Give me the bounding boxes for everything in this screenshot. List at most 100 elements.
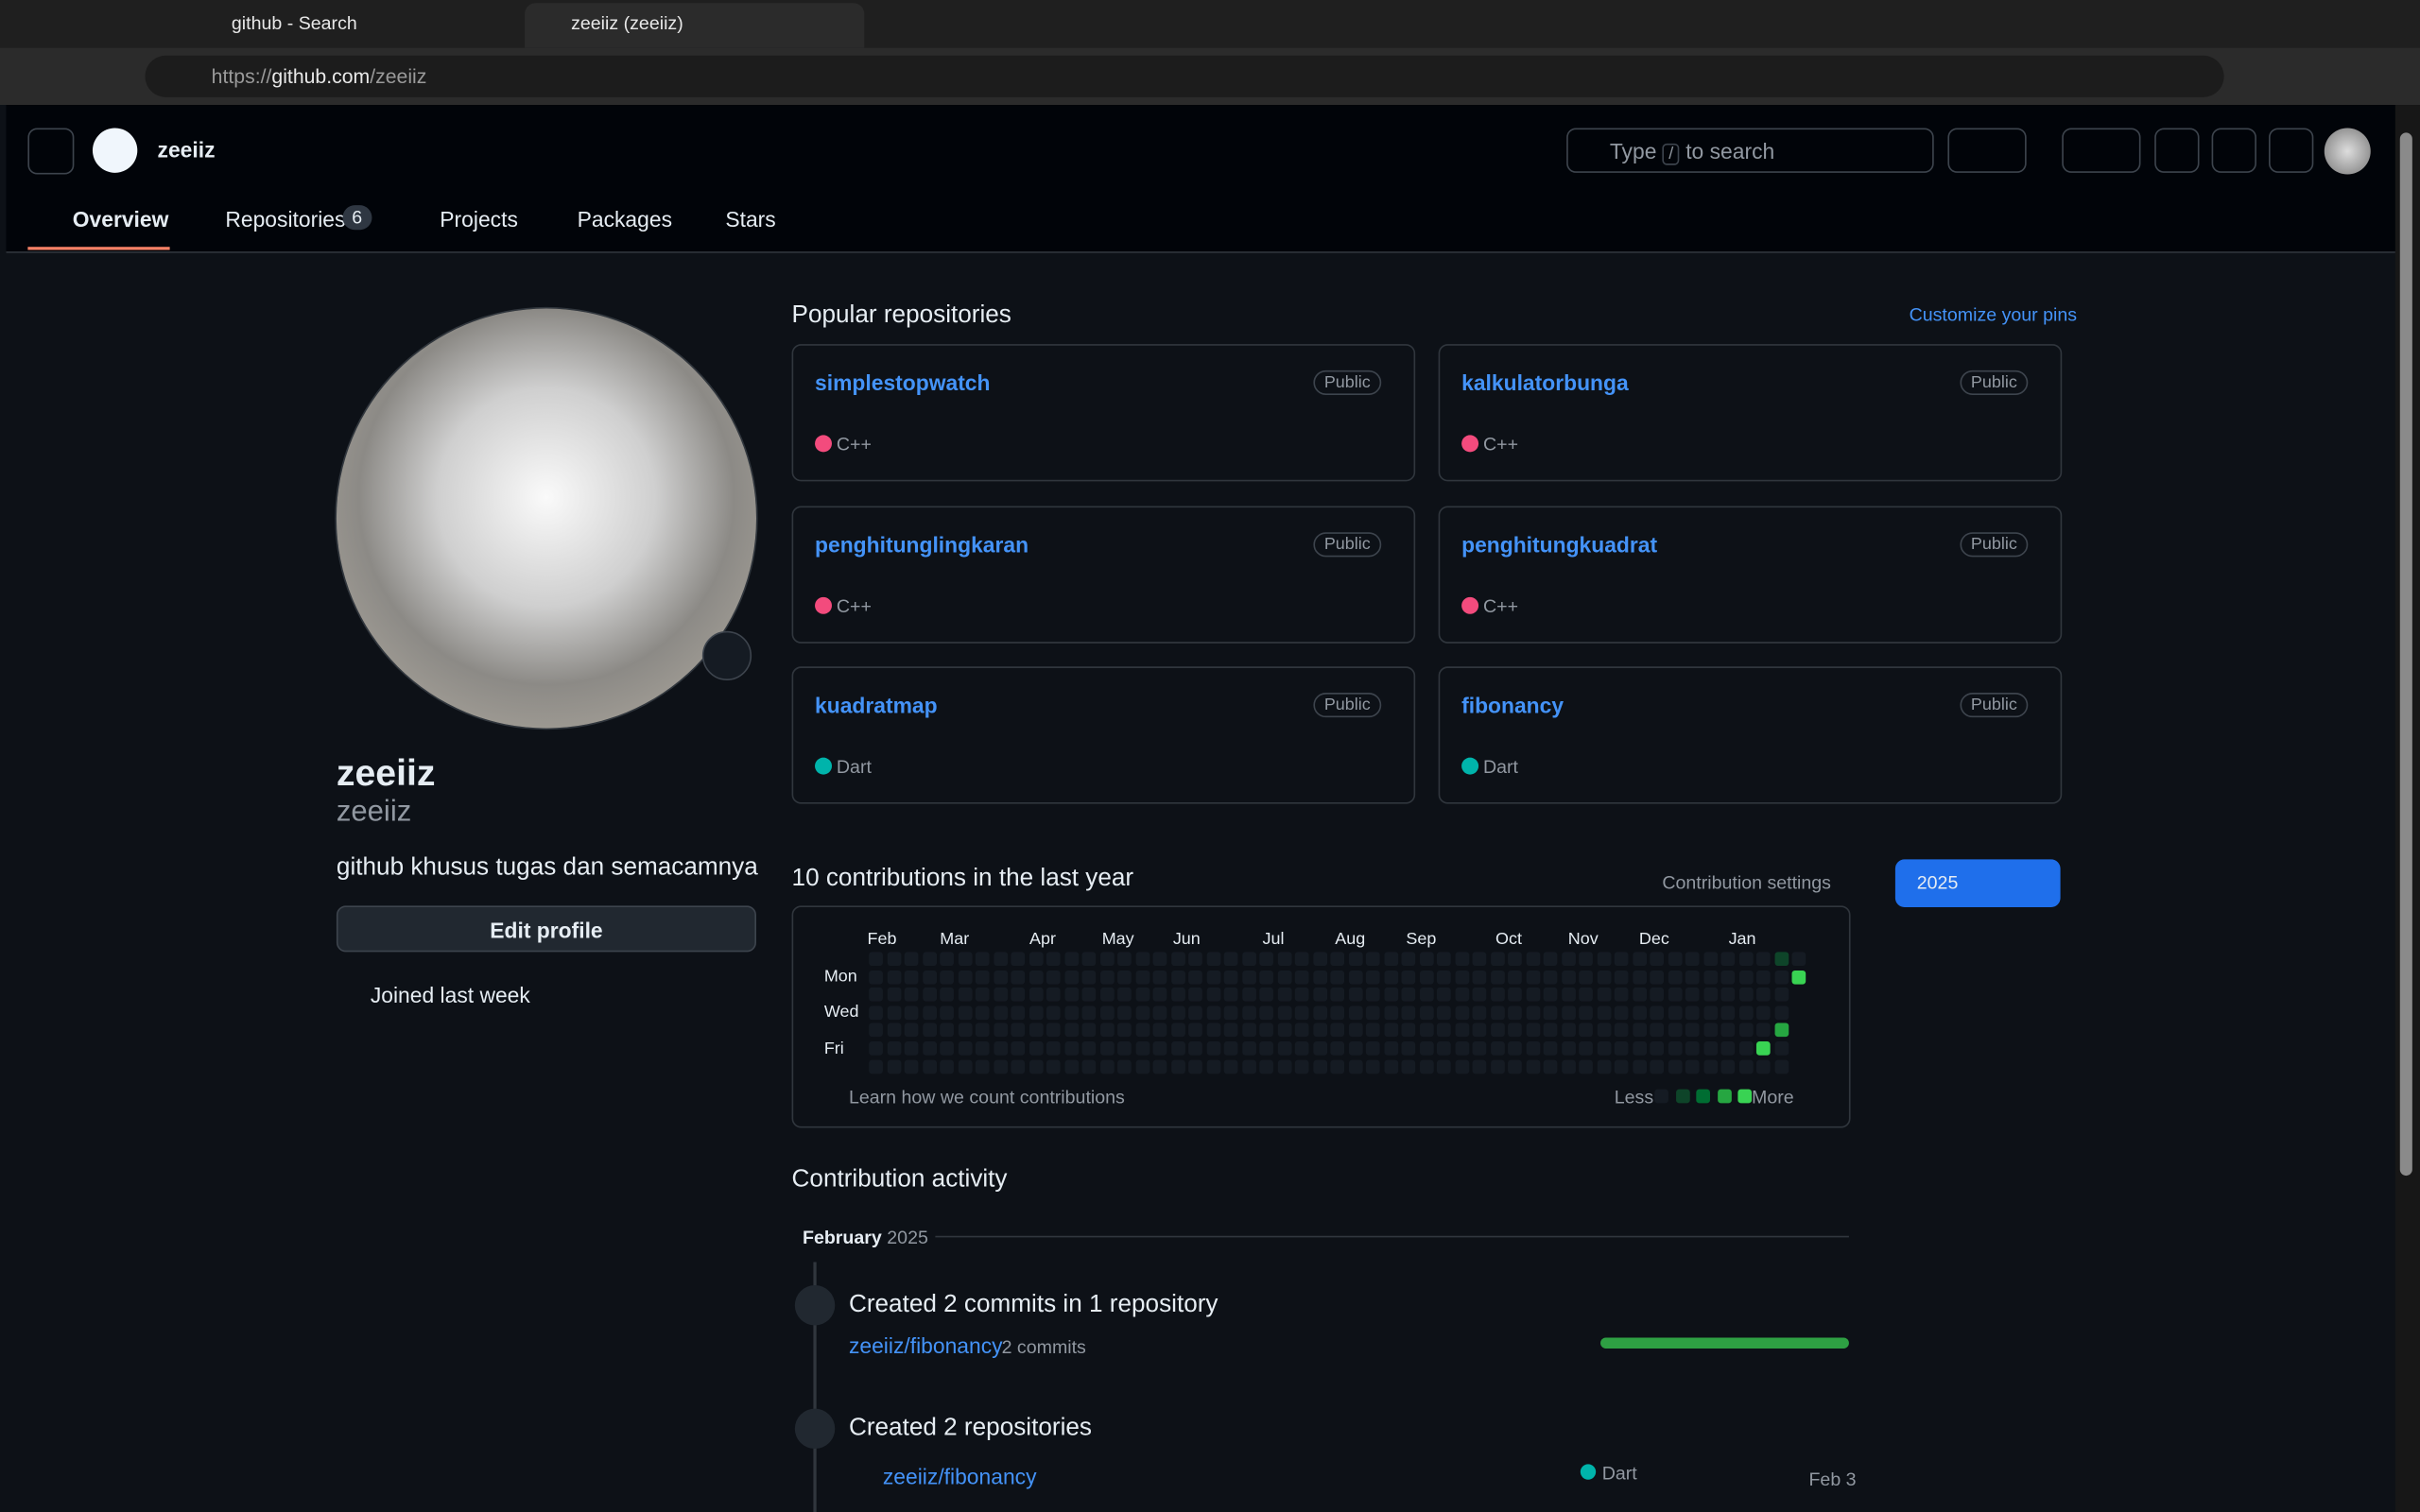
contribution-cell	[1063, 1005, 1079, 1020]
contribution-cell	[1063, 1023, 1079, 1038]
contribution-cell	[1312, 970, 1327, 984]
contribution-cell	[1277, 1041, 1291, 1056]
github-logo[interactable]	[92, 128, 138, 173]
repo-name[interactable]: penghitunglingkaran	[815, 531, 1029, 557]
issues-button[interactable]	[2154, 128, 2200, 173]
contribution-cell	[1205, 1005, 1220, 1020]
contribution-cell	[1365, 1041, 1380, 1056]
contribution-cell	[1188, 1041, 1202, 1056]
contribution-cell	[922, 1023, 937, 1038]
repo-name[interactable]: kuadratmap	[815, 693, 938, 718]
event-repo[interactable]: zeeiiz/fibonancy	[848, 1332, 1003, 1358]
contribution-cell	[1330, 1023, 1345, 1038]
tab-title[interactable]: zeeiiz (zeeiiz)	[571, 12, 683, 34]
contribution-cell	[958, 988, 972, 1002]
repo-name[interactable]: kalkulatorbunga	[1461, 369, 1629, 395]
nav-item[interactable]: Projects	[440, 206, 518, 232]
contribution-cell	[1738, 1005, 1753, 1020]
create-button[interactable]	[2062, 128, 2141, 173]
search-box[interactable]	[1566, 128, 1934, 173]
contribution-cell	[1259, 1058, 1273, 1074]
profile-avatar	[336, 308, 756, 729]
month-label: Dec	[1638, 930, 1669, 950]
contribution-cell	[1419, 1023, 1433, 1038]
status-button[interactable]	[701, 630, 752, 680]
contribution-cell	[1170, 1023, 1185, 1038]
contribution-cell	[1081, 1041, 1097, 1056]
contribution-cell	[1490, 970, 1505, 984]
contribution-cell	[1365, 1058, 1380, 1074]
contribution-cell	[1472, 1005, 1487, 1020]
contribution-cell	[1738, 970, 1753, 984]
edit-profile[interactable]: Edit profile	[336, 905, 756, 953]
contribution-cell	[1490, 952, 1505, 967]
contribution-cell	[1170, 988, 1185, 1002]
tab-title[interactable]: github - Search	[231, 12, 357, 34]
inbox-button[interactable]	[2269, 128, 2314, 173]
contribution-cell	[1773, 970, 1789, 984]
scroll-thumb[interactable]	[2399, 132, 2412, 1177]
repo-name[interactable]: fibonancy	[1461, 693, 1564, 718]
repo-name[interactable]: penghitungkuadrat	[1461, 531, 1658, 557]
contribution-cell	[1755, 1058, 1771, 1074]
search-before: Type	[1609, 138, 1657, 164]
contribution-cell	[1720, 988, 1736, 1002]
contribution-cell	[1401, 952, 1416, 967]
contribution-cell	[1312, 1023, 1327, 1038]
nav-item[interactable]: Stars	[725, 206, 776, 232]
contribution-cell	[1046, 988, 1061, 1002]
contribution-cell	[1650, 1041, 1664, 1056]
contribution-cell	[1614, 1023, 1629, 1038]
header-username[interactable]: zeeiiz	[157, 137, 216, 163]
contribution-cell	[1632, 1023, 1647, 1038]
contribution-cell	[1668, 970, 1682, 984]
contribution-cell	[1472, 1023, 1487, 1038]
contribution-cell	[904, 952, 919, 967]
contribution-cell	[1401, 988, 1416, 1002]
contribution-cell	[1383, 988, 1398, 1002]
contribution-cell	[1437, 988, 1451, 1002]
user-avatar[interactable]	[2324, 128, 2371, 175]
contribution-cell	[1011, 970, 1026, 984]
contribution-cell	[1348, 1041, 1362, 1056]
legend-cell	[1654, 1089, 1668, 1104]
contribution-cell	[1437, 1041, 1451, 1056]
contribution-cell	[1134, 952, 1150, 967]
contribution-cell	[1437, 1058, 1451, 1074]
copilot-button[interactable]	[1947, 128, 2027, 173]
contribution-cell	[1703, 1023, 1718, 1038]
contrib-graph	[791, 905, 1851, 1128]
contribution-cell	[1081, 1023, 1097, 1038]
contribution-cell	[1134, 970, 1150, 984]
contribution-cell	[1419, 1041, 1433, 1056]
contribution-cell	[1579, 988, 1593, 1002]
contribution-cell	[1365, 1005, 1380, 1020]
contrib-settings[interactable]: Contribution settings	[1662, 871, 1831, 894]
customize-pins[interactable]: Customize your pins	[1909, 303, 2078, 326]
contribution-cell	[1348, 970, 1362, 984]
contribution-cell	[1472, 970, 1487, 984]
contribution-cell	[1525, 952, 1540, 967]
pulls-button[interactable]	[2211, 128, 2256, 173]
active-tab[interactable]	[525, 3, 865, 48]
repo-name[interactable]: simplestopwatch	[815, 369, 991, 395]
contribution-cell	[1152, 1005, 1167, 1020]
nav-item[interactable]: Overview	[72, 206, 169, 232]
contribution-cell	[1720, 1058, 1736, 1074]
learn-link[interactable]: Learn how we count contributions	[848, 1086, 1125, 1108]
event-icon	[794, 1285, 836, 1326]
contribution-cell	[1561, 1005, 1576, 1020]
nav-item[interactable]: Repositories	[225, 206, 346, 232]
year-button[interactable]: 2025	[1894, 859, 2061, 908]
contribution-cell	[1668, 988, 1682, 1002]
contribution-cell	[1294, 1023, 1309, 1038]
event-repo[interactable]: zeeiiz/fibonancy	[882, 1464, 1037, 1489]
menu-button[interactable]	[27, 128, 75, 175]
contribution-cell	[1117, 952, 1132, 967]
address-bar[interactable]	[145, 55, 2224, 97]
nav-item[interactable]: Packages	[577, 206, 672, 232]
search-key: /	[1662, 143, 1680, 165]
contribution-cell	[1312, 1058, 1327, 1074]
contribution-cell	[1259, 952, 1273, 967]
contribution-cell	[1454, 1005, 1469, 1020]
